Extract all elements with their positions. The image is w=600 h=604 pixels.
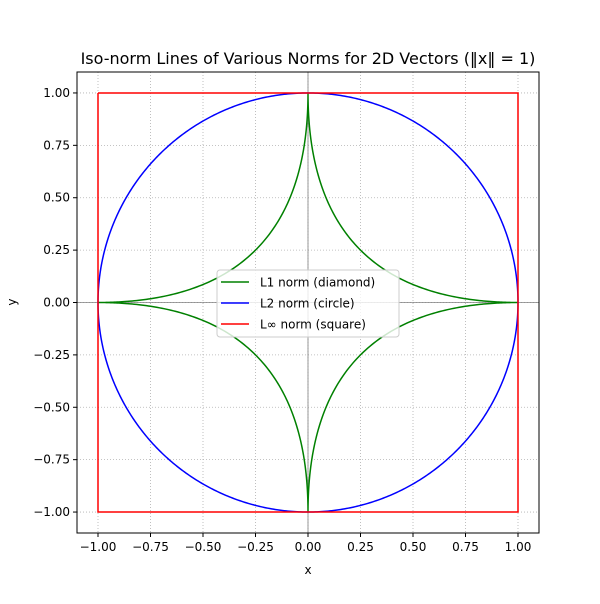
ticks: −1.00 −0.75 −0.50 −0.25 0.00 0.25 0.50 0.75 1.00… [33, 86, 531, 554]
y-tick-label: 0.00 [43, 296, 70, 310]
y-tick-label: 0.25 [43, 243, 70, 257]
y-tick-label: 0.50 [43, 191, 70, 205]
legend: L1 norm (diamond) L2 norm (circle) L∞ norm… [216, 269, 400, 338]
legend-label: L∞ norm (square) [260, 318, 366, 332]
x-tick-label: 0.25 [347, 540, 374, 554]
y-tick-label: −0.50 [33, 400, 70, 414]
x-tick-label: 0.50 [400, 540, 427, 554]
x-tick-label: −1.00 [80, 540, 117, 554]
legend-label: L1 norm (diamond) [260, 276, 375, 290]
y-tick-label: 1.00 [43, 86, 70, 100]
y-tick-label: −0.75 [33, 453, 70, 467]
x-tick-label: −0.25 [237, 540, 274, 554]
y-tick-label: −0.25 [33, 348, 70, 362]
legend-label: L2 norm (circle) [260, 297, 355, 311]
y-tick-label: −1.00 [33, 505, 70, 519]
x-tick-label: 0.75 [452, 540, 479, 554]
series-line-2 [97, 92, 519, 513]
y-axis-label: y [5, 298, 19, 305]
x-tick-label: −0.75 [132, 540, 169, 554]
series-group [97, 92, 519, 513]
x-tick-label: 1.00 [505, 540, 532, 554]
x-tick-label: −0.50 [185, 540, 222, 554]
x-axis-label: x [304, 563, 311, 577]
chart-title: Iso-norm Lines of Various Norms for 2D V… [81, 49, 536, 68]
series-line-0 [98, 92, 518, 513]
x-tick-label: 0.00 [295, 540, 322, 554]
legend-box [216, 269, 400, 338]
y-tick-label: 0.75 [43, 138, 70, 152]
